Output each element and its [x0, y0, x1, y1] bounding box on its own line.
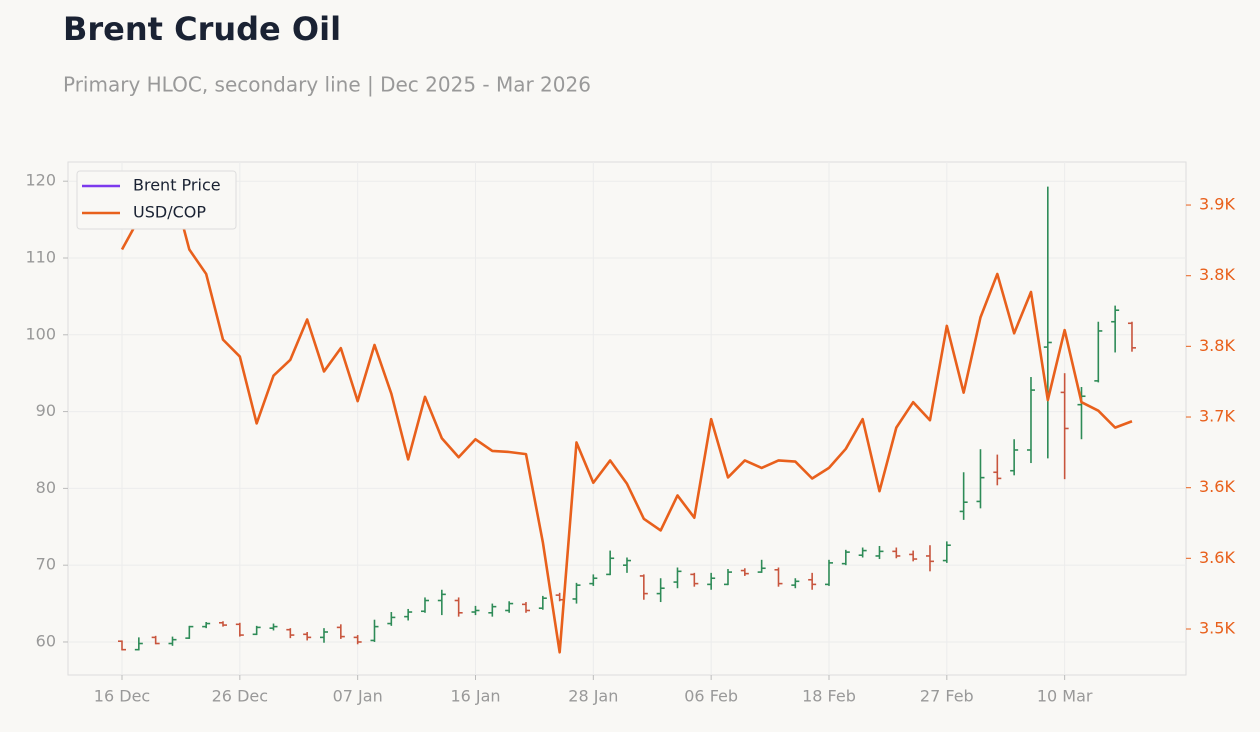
plot-area — [67, 161, 1187, 676]
y-tick-label: 110 — [25, 247, 56, 266]
x-tick-label: 10 Mar — [1037, 687, 1093, 706]
y2-tick-label: 3.8K — [1199, 265, 1235, 284]
y2-tick-label: 3.8K — [1199, 336, 1235, 355]
x-tick-label: 26 Dec — [212, 687, 268, 706]
x-tick-label: 18 Feb — [802, 687, 856, 706]
x-tick-label: 16 Jan — [450, 687, 500, 706]
y-tick-label: 100 — [25, 324, 56, 343]
x-tick-label: 07 Jan — [333, 687, 383, 706]
y2-tick-label: 3.5K — [1199, 618, 1235, 637]
line-series — [120, 183, 1133, 654]
chart-title: Brent Crude Oil — [63, 10, 341, 48]
y-tick-label: 70 — [36, 555, 56, 574]
y2-tick-label: 3.9K — [1199, 195, 1235, 214]
y-tick-label: 60 — [36, 631, 56, 650]
x-tick-label: 28 Jan — [568, 687, 618, 706]
chart-subtitle: Primary HLOC, secondary line | Dec 2025 … — [63, 73, 591, 97]
y-tick-label: 80 — [36, 478, 56, 497]
legend-label: USD/COP — [133, 203, 206, 222]
x-tick-label: 16 Dec — [94, 687, 150, 706]
y-tick-label: 120 — [25, 171, 56, 190]
y2-tick-label: 3.6K — [1199, 548, 1235, 567]
legend-label: Brent Price — [133, 176, 221, 195]
y-tick-label: 90 — [36, 401, 56, 420]
x-tick-label: 06 Feb — [684, 687, 738, 706]
y2-tick-label: 3.6K — [1199, 477, 1235, 496]
y2-tick-label: 3.7K — [1199, 407, 1235, 426]
x-tick-label: 27 Feb — [920, 687, 974, 706]
